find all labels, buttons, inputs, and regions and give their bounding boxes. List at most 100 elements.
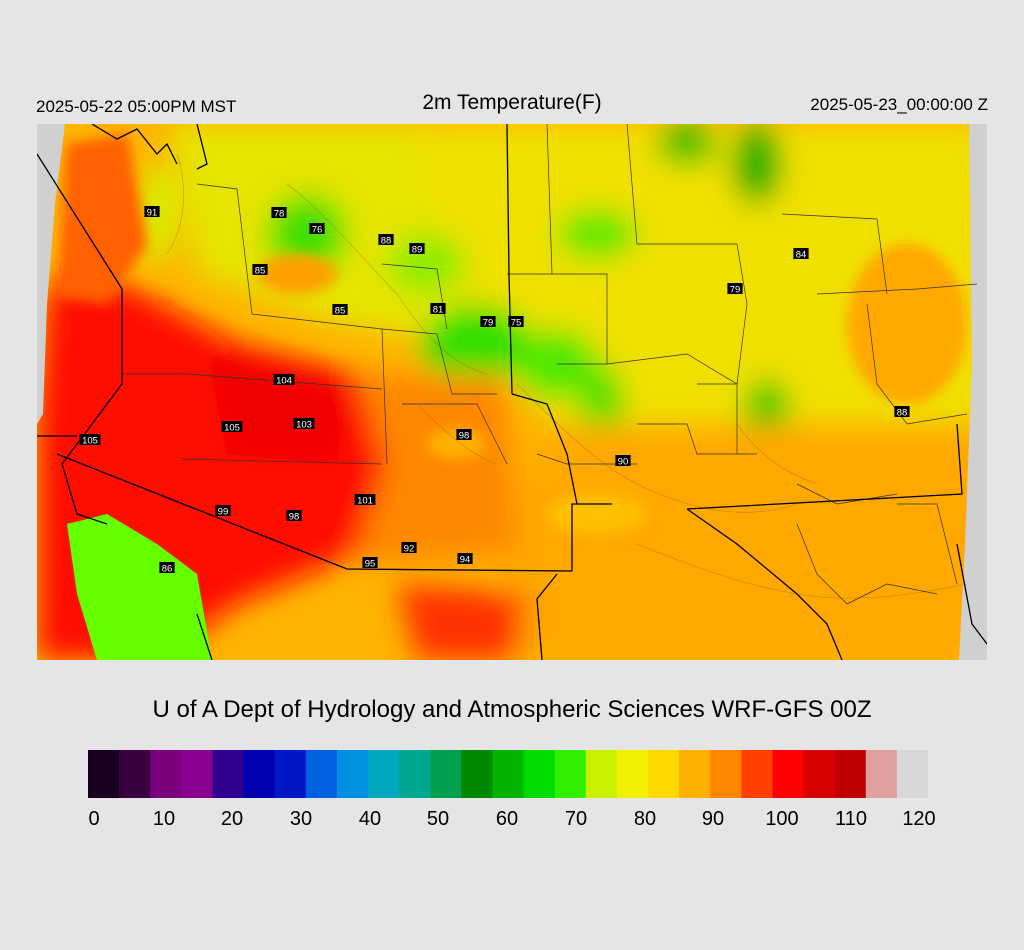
right-nodata-band [959,124,987,660]
svg-text:90: 90 [618,457,629,468]
map-title: 2m Temperature(F) [422,91,602,114]
svg-text:91: 91 [147,208,158,219]
station-label-s11: 84 [793,248,809,261]
colorbar-swatch [865,750,898,798]
colorbar-swatch [523,750,556,798]
state-borders [37,124,987,660]
svg-text:78: 78 [274,209,285,220]
temperature-map-canvas: 91 78 76 88 89 85 85 81 79 75 84 79 104 105 103 98 105 90… [37,124,987,660]
svg-text:101: 101 [357,496,373,507]
svg-text:76: 76 [312,225,323,236]
colorbar-swatch [585,750,618,798]
station-labels: 91 78 76 88 89 85 85 81 79 75 84 79 104 105 103 98 105 90… [79,206,910,575]
station-label-s24: 94 [457,553,473,566]
colorbar-swatch [88,750,120,798]
valid-time-local: 2025-05-22 05:00PM MST [36,97,237,116]
colorbar-tick-label: 50 [426,808,450,830]
colorbar-swatch [181,750,214,798]
colorbar-tick-label: 60 [495,808,519,830]
valid-time-utc: 2025-05-23_00:00:00 Z [810,95,988,114]
station-label-s10: 75 [508,316,524,329]
svg-text:85: 85 [335,306,346,317]
colorbar-swatch [274,750,307,798]
left-nodata-band [37,124,65,424]
station-label-s1: 91 [144,206,160,219]
svg-text:105: 105 [224,423,240,434]
station-label-s18: 90 [615,455,631,468]
colorbar-swatch [896,750,928,798]
contour-lines [166,153,968,599]
colorbar-tick-label: 40 [358,808,382,830]
svg-text:79: 79 [730,285,741,296]
colorbar-tick-label: 90 [701,808,725,830]
station-label-s6: 85 [252,264,268,277]
colorbar-tick-label: 110 [835,808,867,830]
colorbar-swatch [741,750,774,798]
svg-text:84: 84 [796,250,807,261]
station-label-s16: 98 [456,429,472,442]
colorbar-tick-label: 20 [220,808,244,830]
svg-text:75: 75 [511,318,522,329]
svg-text:86: 86 [162,564,173,575]
colorbar-tick-label: 120 [902,808,936,830]
colorbar-swatch [834,750,867,798]
svg-text:79: 79 [483,318,494,329]
colorbar-swatch [399,750,431,798]
station-label-s22: 98 [286,510,302,523]
colorbar-swatch [305,750,338,798]
svg-text:94: 94 [460,555,471,566]
station-label-s7: 85 [332,304,348,317]
colorbar-tick-label: 30 [289,808,313,830]
colorbar-swatch [243,750,276,798]
colorbar-swatch [150,750,182,798]
station-label-s8: 81 [430,303,446,316]
station-label-s3: 76 [309,223,325,236]
colorbar-tick-label: 0 [88,808,100,830]
colorbar-tick-label: 10 [152,808,176,830]
colorbar-swatch [679,750,711,798]
station-label-s2: 78 [271,207,287,220]
station-label-s13: 104 [273,374,295,387]
svg-text:88: 88 [381,236,392,247]
colorbar-swatch [212,750,245,798]
colorbar-tick-label: 100 [765,808,799,830]
svg-text:88: 88 [897,408,908,419]
colorbar-swatch [772,750,805,798]
colorbar-swatch [492,750,525,798]
colorbar-swatch [616,750,649,798]
colorbar-labels: 0 10 20 30 40 50 60 70 80 90 100 110 120 [88,808,935,834]
svg-text:98: 98 [459,431,470,442]
station-label-s19: 88 [894,406,910,419]
colorbar-swatch [803,750,836,798]
station-label-s21: 99 [215,505,231,518]
colorbar-swatch [710,750,742,798]
colorbar-swatch [554,750,587,798]
station-label-s23: 92 [401,542,417,555]
svg-text:92: 92 [404,544,415,555]
svg-text:99: 99 [218,507,229,518]
colorbar-tick-label: 80 [633,808,657,830]
station-label-s9: 79 [480,316,496,329]
svg-text:85: 85 [255,266,266,277]
temperature-field [37,124,987,660]
station-label-s4: 88 [378,234,394,247]
station-label-s25: 95 [362,557,378,570]
colorbar-swatch [119,750,151,798]
station-label-s5: 89 [409,243,425,256]
station-label-s20: 101 [354,494,376,507]
svg-text:105: 105 [82,436,98,447]
colorbar-swatch [430,750,462,798]
svg-text:89: 89 [412,245,423,256]
station-label-s12: 79 [727,283,743,296]
station-label-s26: 86 [159,562,175,575]
credit-line: U of A Dept of Hydrology and Atmospheric… [152,696,872,723]
gulf-of-california [67,514,212,660]
temperature-map: 91 78 76 88 89 85 85 81 79 75 84 79 104 105 103 98 105 90… [37,124,987,660]
colorbar-tick-label: 70 [564,808,588,830]
colorbar-swatch [336,750,369,798]
svg-text:81: 81 [433,305,444,316]
svg-text:104: 104 [276,376,292,387]
station-label-s15: 103 [293,418,315,431]
station-label-s17: 105 [79,434,101,447]
svg-text:98: 98 [289,512,300,523]
